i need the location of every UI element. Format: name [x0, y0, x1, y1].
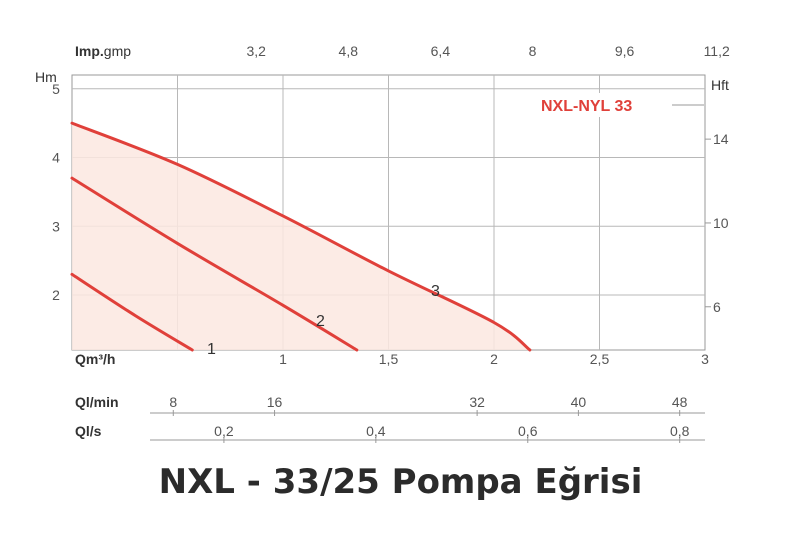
x-tick-label: 1,5 — [379, 351, 399, 367]
y-tick-label: 5 — [52, 81, 60, 97]
right-tick-label: 6 — [713, 299, 721, 315]
x-tick-label: 2 — [490, 351, 498, 367]
ls-tick-label: 0,4 — [366, 423, 386, 439]
right-axis-label: Hft — [711, 77, 729, 93]
top-axis-label-unit: gmp — [104, 43, 131, 59]
curve-label-3: 3 — [431, 283, 440, 300]
ls-axis-label: Ql/s — [75, 423, 102, 439]
y-tick-label: 2 — [52, 287, 60, 303]
lmin-tick-label: 32 — [469, 394, 485, 410]
lmin-tick-label: 8 — [169, 394, 177, 410]
x-tick-label: 2,5 — [590, 351, 610, 367]
y-axis-label: Hm — [35, 69, 57, 85]
y-tick-label: 4 — [52, 150, 60, 166]
top-tick-label: 4,8 — [339, 43, 359, 59]
x-tick-label: 3 — [701, 351, 709, 367]
top-tick-label: 3,2 — [246, 43, 266, 59]
model-label: NXL-NYL 33 — [541, 98, 632, 115]
lmin-axis-label: Ql/min — [75, 394, 119, 410]
chart-caption: NXL - 33/25 Pompa Eğrisi — [158, 462, 643, 502]
top-axis-label: Imp.gmp — [75, 43, 131, 59]
curve-label-1: 1 — [207, 341, 216, 358]
x-tick-label: 1 — [279, 351, 287, 367]
lmin-tick-label: 40 — [571, 394, 587, 410]
ls-tick-label: 0,6 — [518, 423, 538, 439]
top-tick-label: 8 — [529, 43, 537, 59]
lmin-tick-label: 48 — [672, 394, 688, 410]
y-tick-label: 3 — [52, 218, 60, 234]
right-tick-label: 14 — [713, 131, 729, 147]
ls-tick-label: 0,2 — [214, 423, 234, 439]
ls-tick-label: 0,8 — [670, 423, 690, 439]
top-tick-label: 6,4 — [431, 43, 451, 59]
chart-curves — [70, 121, 532, 352]
operating-area-fill — [72, 123, 530, 350]
curve-label-2: 2 — [316, 313, 325, 330]
right-tick-label: 10 — [713, 215, 729, 231]
top-tick-label: 9,6 — [615, 43, 635, 59]
lmin-tick-label: 16 — [267, 394, 283, 410]
x-axis-label: Qm³/h — [75, 351, 115, 367]
top-tick-label: 11,2 — [704, 43, 730, 59]
top-axis-label-bold: Imp. — [75, 43, 104, 59]
pump-curve-1 — [70, 272, 194, 352]
pump-curve-3 — [70, 121, 532, 352]
model-label-background — [538, 93, 672, 117]
pump-curve-2 — [70, 176, 359, 352]
